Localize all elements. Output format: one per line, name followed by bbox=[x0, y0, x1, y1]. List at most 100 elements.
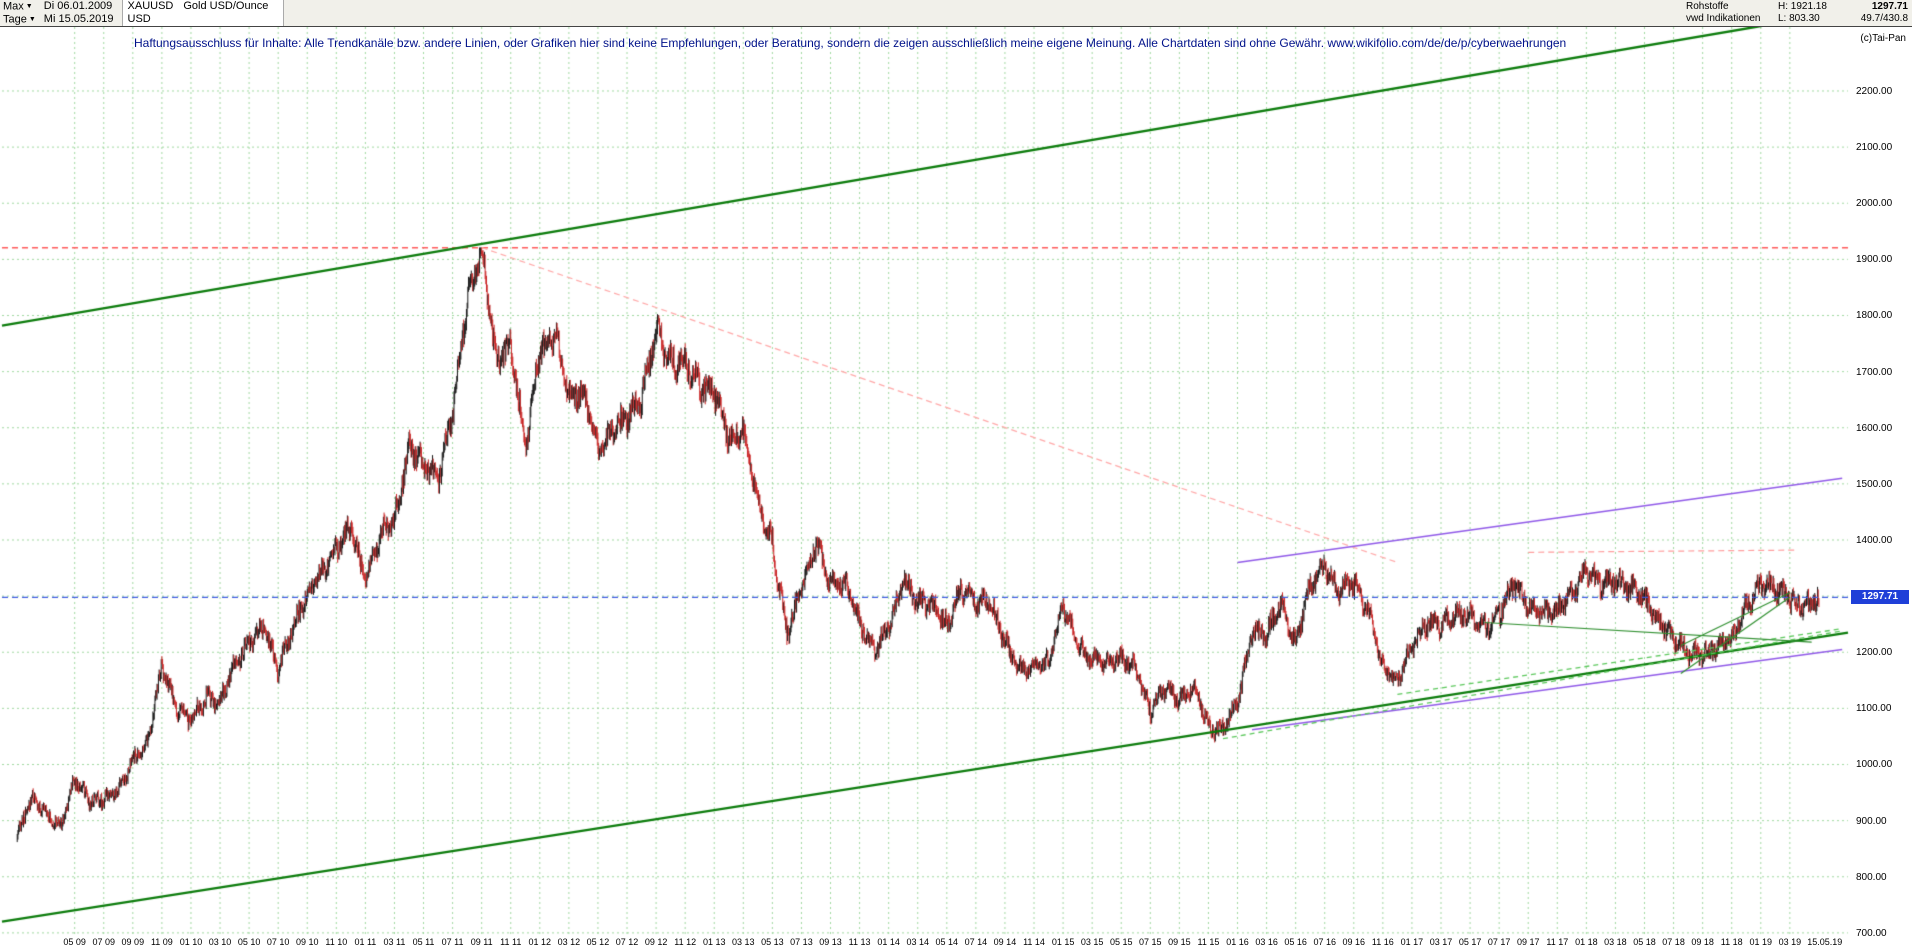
x-axis-label: 11 10 bbox=[325, 937, 348, 947]
x-axis-label: 01 10 bbox=[179, 937, 203, 947]
symbol-field[interactable]: XAUUSD bbox=[127, 0, 174, 12]
y-axis-label: 700.00 bbox=[1856, 927, 1887, 939]
x-axis-label: 09 14 bbox=[993, 937, 1017, 947]
x-axis-label: 03 11 bbox=[383, 937, 406, 947]
x-axis-label: 11 11 bbox=[500, 937, 522, 947]
period-selector[interactable]: Tage ▼ bbox=[3, 13, 36, 26]
x-axis-label: 11 18 bbox=[1720, 937, 1743, 947]
x-axis-label: 07 18 bbox=[1662, 937, 1685, 947]
chart-area: Haftungsausschluss für Inhalte: Alle Tre… bbox=[0, 27, 1912, 952]
x-axis-label: 05 18 bbox=[1633, 937, 1656, 947]
y-axis-label: 2200.00 bbox=[1856, 85, 1893, 97]
y-axis-label: 2100.00 bbox=[1856, 142, 1893, 154]
chart-header: Max ▼ Tage ▼ Di 06.01.2009 Mi 15.05.2019 X… bbox=[0, 0, 1912, 27]
wikifolio-url: www.wikifolio.com/de/de/p/cyberwaehrunge… bbox=[1327, 36, 1567, 50]
x-axis-label: 07 12 bbox=[615, 937, 639, 947]
x-axis-label: 01 16 bbox=[1226, 937, 1249, 947]
x-axis-label: 01 17 bbox=[1400, 937, 1424, 947]
x-axis-label: 09 13 bbox=[819, 937, 842, 947]
x-axis-label: 05 10 bbox=[237, 937, 261, 947]
x-axis-label: 05 12 bbox=[586, 937, 610, 947]
x-axis-label: 07 09 bbox=[92, 937, 115, 947]
x-axis-label: 05 16 bbox=[1284, 937, 1307, 947]
category-label: Rohstoffe bbox=[1686, 1, 1729, 12]
x-axis-label: 01 11 bbox=[354, 937, 377, 947]
last-price-badge: 1297.71 bbox=[1851, 590, 1909, 605]
x-axis-label: 03 15 bbox=[1080, 937, 1104, 947]
x-axis-label: 11 16 bbox=[1371, 937, 1394, 947]
x-axis-label: 09 10 bbox=[295, 937, 319, 947]
x-axis-label: 09 17 bbox=[1516, 937, 1540, 947]
x-axis-label: 05 09 bbox=[63, 937, 86, 947]
quote-panel: Rohstoffe H: 1921.18 1297.71 vwd Indikat… bbox=[1686, 1, 1908, 25]
price-chart-canvas[interactable] bbox=[0, 27, 1912, 952]
instrument-name: Gold USD/Ounce bbox=[183, 0, 269, 12]
x-axis-label: 09 16 bbox=[1342, 937, 1366, 947]
x-axis-label: 09 12 bbox=[644, 937, 668, 947]
x-axis-label: 05 15 bbox=[1109, 937, 1133, 947]
y-axis-label: 800.00 bbox=[1856, 871, 1887, 883]
y-axis-label: 1600.00 bbox=[1856, 422, 1893, 434]
x-axis-label: 03 19 bbox=[1778, 937, 1802, 947]
y-axis-label: 1800.00 bbox=[1856, 310, 1893, 322]
x-axis-label: 01 19 bbox=[1749, 937, 1773, 947]
change-value: 49.7/430.8 bbox=[1860, 13, 1908, 24]
low-value: L: 803.30 bbox=[1778, 13, 1820, 24]
x-axis-label: 03 13 bbox=[732, 937, 755, 947]
currency-label: USD bbox=[127, 13, 151, 25]
x-axis-label: 09 15 bbox=[1168, 937, 1191, 947]
range-selector[interactable]: Max ▼ bbox=[3, 0, 33, 13]
x-axis-last-date-label: 15.05.19 bbox=[1807, 937, 1843, 947]
x-axis-label: 07 16 bbox=[1313, 937, 1336, 947]
x-axis-label: 03 14 bbox=[906, 937, 929, 947]
x-axis-label: 09 11 bbox=[470, 937, 493, 947]
y-axis-label: 1200.00 bbox=[1856, 647, 1893, 659]
x-axis-label: 03 18 bbox=[1604, 937, 1627, 947]
x-axis-label: 07 14 bbox=[964, 937, 988, 947]
x-axis-label: 03 10 bbox=[208, 937, 232, 947]
y-axis-label: 1000.00 bbox=[1856, 759, 1893, 771]
symbol-box: XAUUSD USD Gold USD/Ounce bbox=[121, 0, 285, 26]
x-axis-label: 01 18 bbox=[1575, 937, 1598, 947]
x-axis-label: 07 17 bbox=[1487, 937, 1511, 947]
x-axis-label: 01 14 bbox=[877, 937, 900, 947]
source-label: vwd Indikationen bbox=[1686, 13, 1761, 24]
y-axis-label: 1100.00 bbox=[1856, 703, 1892, 715]
x-axis-label: 11 17 bbox=[1546, 937, 1569, 947]
taipan-copyright: (c)Tai-Pan bbox=[1860, 33, 1906, 44]
x-axis-label: 05 11 bbox=[412, 937, 435, 947]
x-axis-label: 07 11 bbox=[441, 937, 464, 947]
x-axis-label: 11 12 bbox=[674, 937, 697, 947]
x-axis-label: 07 15 bbox=[1139, 937, 1162, 947]
x-axis-label: 11 13 bbox=[848, 937, 871, 947]
y-axis-label: 1500.00 bbox=[1856, 478, 1893, 490]
x-axis-label: 01 12 bbox=[528, 937, 552, 947]
x-axis-label: 03 12 bbox=[557, 937, 581, 947]
y-axis-label: 1400.00 bbox=[1856, 534, 1893, 546]
x-axis-label: 01 15 bbox=[1051, 937, 1075, 947]
header-left: Max ▼ Tage ▼ Di 06.01.2009 Mi 15.05.2019 X… bbox=[3, 0, 285, 26]
chevron-down-icon: ▼ bbox=[25, 3, 33, 10]
x-axis-label: 03 17 bbox=[1429, 937, 1453, 947]
x-axis-label: 09 18 bbox=[1691, 937, 1714, 947]
disclaimer-text: Haftungsausschluss für Inhalte: Alle Tre… bbox=[134, 36, 1567, 50]
y-axis-label: 2000.00 bbox=[1856, 198, 1893, 210]
x-axis-label: 05 17 bbox=[1458, 937, 1482, 947]
x-axis-label: 11 09 bbox=[150, 937, 173, 947]
x-axis-label: 11 14 bbox=[1023, 937, 1045, 947]
end-date-field[interactable]: Mi 15.05.2019 bbox=[43, 13, 114, 25]
high-value: H: 1921.18 bbox=[1778, 1, 1827, 12]
x-axis-label: 05 13 bbox=[761, 937, 784, 947]
x-axis-label: 03 16 bbox=[1255, 937, 1278, 947]
chevron-down-icon: ▼ bbox=[28, 16, 36, 23]
x-axis-label: 07 10 bbox=[266, 937, 290, 947]
x-axis-label: 11 15 bbox=[1197, 937, 1220, 947]
x-axis-label: 01 13 bbox=[702, 937, 726, 947]
start-date-field[interactable]: Di 06.01.2009 bbox=[43, 0, 113, 12]
y-axis-label: 1900.00 bbox=[1856, 254, 1893, 266]
y-axis-label: 1700.00 bbox=[1856, 366, 1893, 378]
x-axis-label: 07 13 bbox=[790, 937, 813, 947]
last-price-value: 1297.71 bbox=[1871, 1, 1908, 12]
x-axis-label: 05 14 bbox=[935, 937, 959, 947]
